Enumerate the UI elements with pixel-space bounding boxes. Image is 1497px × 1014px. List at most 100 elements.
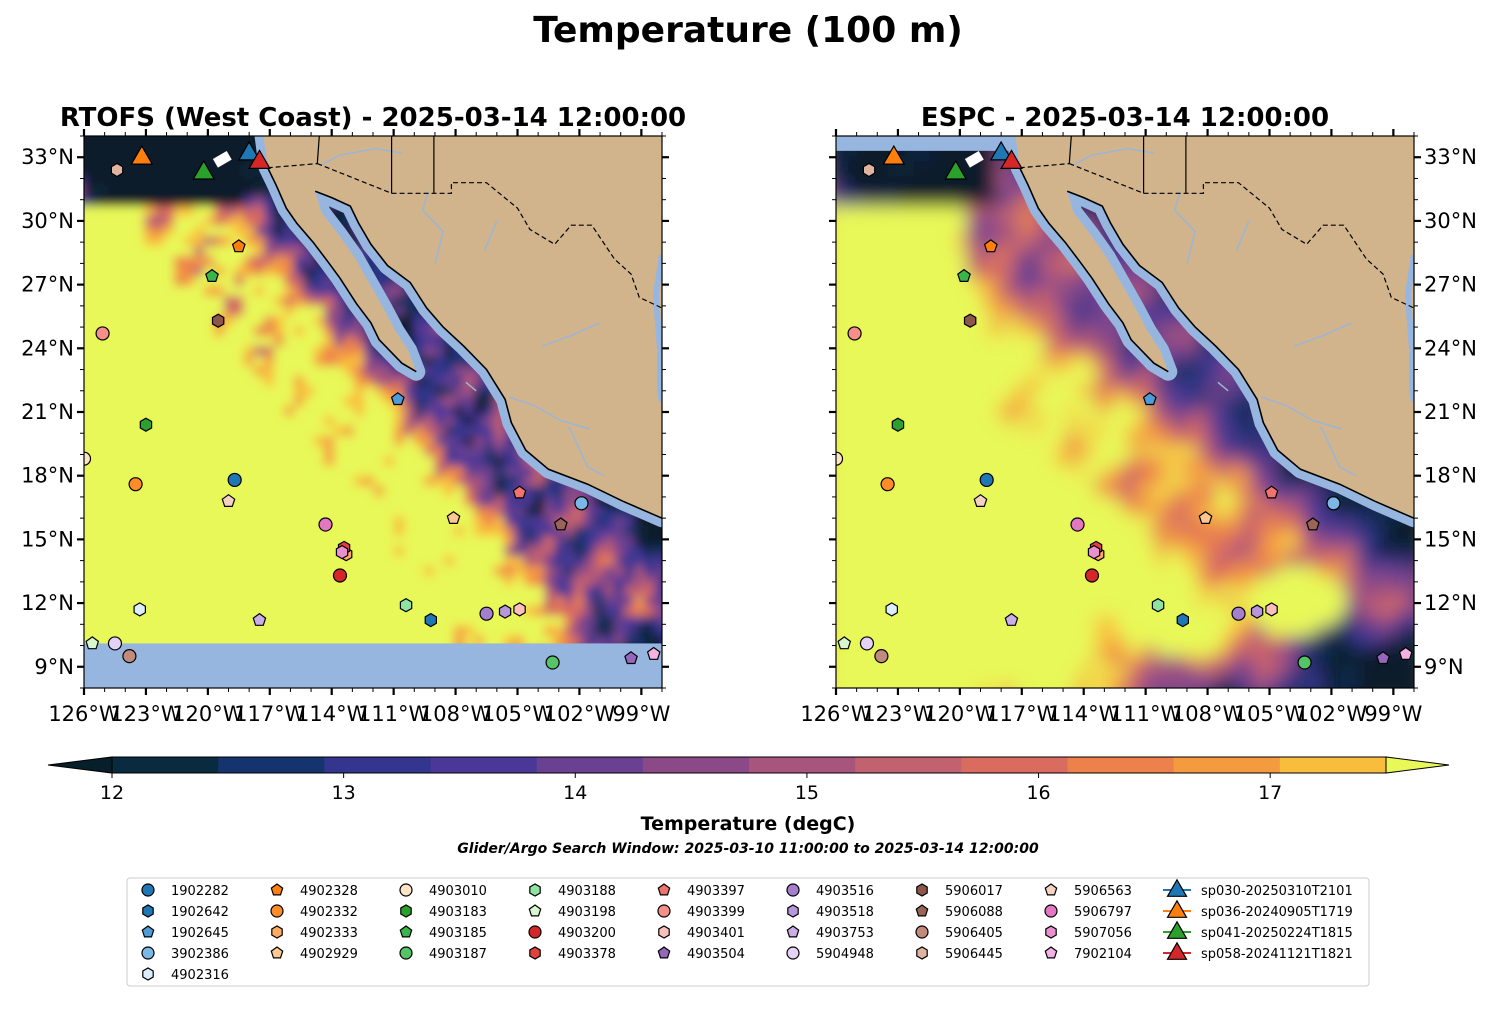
legend-glider-sp041-20250224T1815 [1166,920,1188,939]
float-5906445 [110,162,124,178]
float-4903187 [1297,655,1312,670]
legend-marker-4903198 [528,904,542,917]
x-tick-label: 114°W [1048,702,1120,726]
legend-marker-5906563 [1044,883,1058,896]
river [1320,426,1357,477]
legend-marker-3902386 [141,946,155,960]
legend-label: 5906563 [1074,884,1132,899]
float-5904948 [107,636,123,651]
legend-glider-sp058-20241121T1821 [1166,941,1188,960]
y-tick-label: 21°N [21,400,74,424]
legend-label: 5906405 [945,926,1003,941]
float-4902929 [1198,510,1213,525]
legend-marker-4903397 [657,883,671,896]
x-tick-label: 99°W [612,702,670,726]
legend-marker-7902104 [1044,946,1058,959]
x-tick-label: 105°W [1234,702,1306,726]
colorbar-tick-label: 14 [563,782,587,804]
float-4903397 [1264,485,1279,499]
float-4903401 [1265,602,1278,617]
colorbar-tick-label: 12 [100,782,124,804]
colorbar-over-arrow [1385,756,1450,774]
x-tick-label: 123°W [862,702,934,726]
y-tick-label: 9°N [34,655,74,679]
colorbar-segment [1067,757,1175,773]
float-4903504 [1376,651,1390,665]
float-5906797 [1070,517,1085,532]
float-4903183 [139,417,153,432]
legend-label: 4903504 [687,947,745,962]
colorbar-segment [1173,757,1281,773]
float-5906405 [874,649,889,664]
country-border [267,163,318,169]
float-4902328 [231,239,246,253]
legend-frame [126,877,1370,987]
map-area [836,136,1414,688]
river [318,147,403,167]
x-tick-label: 126°W [800,702,872,726]
legend-marker-4903010 [399,883,413,897]
float-7902104 [646,646,661,660]
legend-label: sp030-20250310T2101 [1201,884,1353,899]
river [542,322,601,347]
panel-title: ESPC - 2025-03-14 12:00:00 [921,103,1329,133]
state-border [316,136,320,164]
glider-track [212,151,232,168]
float-1902282 [979,472,994,488]
colorbar-under-arrow [47,756,113,774]
map-area [84,136,662,688]
colorbar-frame [111,756,1387,774]
legend-marker-5906017 [916,883,928,897]
colorbar-segment [218,757,325,773]
float-1902642 [1176,612,1190,628]
legend-marker-4902328 [270,883,284,896]
float-5907056 [335,544,349,560]
float-4902332 [128,477,143,492]
legend-marker-4902332 [270,904,284,918]
legend-marker-5906445 [916,946,928,960]
legend-label: 5906797 [1074,905,1132,920]
country-border [1069,163,1414,309]
float-4903516 [479,606,494,621]
legend-marker-5904948 [786,946,800,960]
float-4903753 [252,612,267,626]
float-1902642 [424,612,437,628]
legend-marker-4903378 [529,946,541,960]
coastline-baja [266,167,417,373]
glider-sp058-20241121T1821 [1000,149,1023,169]
x-tick-label: 102°W [544,702,616,726]
x-tick-label: 117°W [986,702,1058,726]
float-4902316 [133,602,146,617]
legend-label: 5906445 [945,947,1003,962]
legend-marker-1902645 [141,925,155,938]
float-5906017 [963,313,977,328]
legend-label: 4903185 [429,926,487,941]
colorbar-segment [430,757,538,773]
float-5904948 [859,636,875,651]
glider-sp030-20250310T2101 [989,140,1013,161]
country-border [317,163,662,309]
colorbar-segment [324,757,431,773]
search-window-caption: Glider/Argo Search Window: 2025-03-10 11… [457,841,1039,857]
y-tick-label: 12°N [21,591,74,615]
float-5906563 [221,493,236,507]
y-tick-label: 27°N [21,273,74,297]
float-4903187 [545,655,560,670]
glider-sp036-20240905T1719 [882,144,906,165]
float-1902282 [227,472,242,488]
y-tick-label: 33°N [1424,145,1477,169]
y-tick-label: 9°N [1424,655,1464,679]
colorbar-segment [112,757,219,773]
east-shelf [652,254,662,402]
legend-label: 7902104 [1074,947,1132,962]
legend-label: 1902642 [171,905,229,920]
river [508,396,591,430]
colorbar-segment [855,757,962,773]
legend-label: 4903187 [429,947,487,962]
legend-label: 4902332 [300,905,358,920]
float-5906445 [862,162,876,178]
x-tick-label: 117°W [234,702,306,726]
legend-label: 1902645 [171,926,229,941]
glider-sp041-20250224T1815 [944,159,968,180]
